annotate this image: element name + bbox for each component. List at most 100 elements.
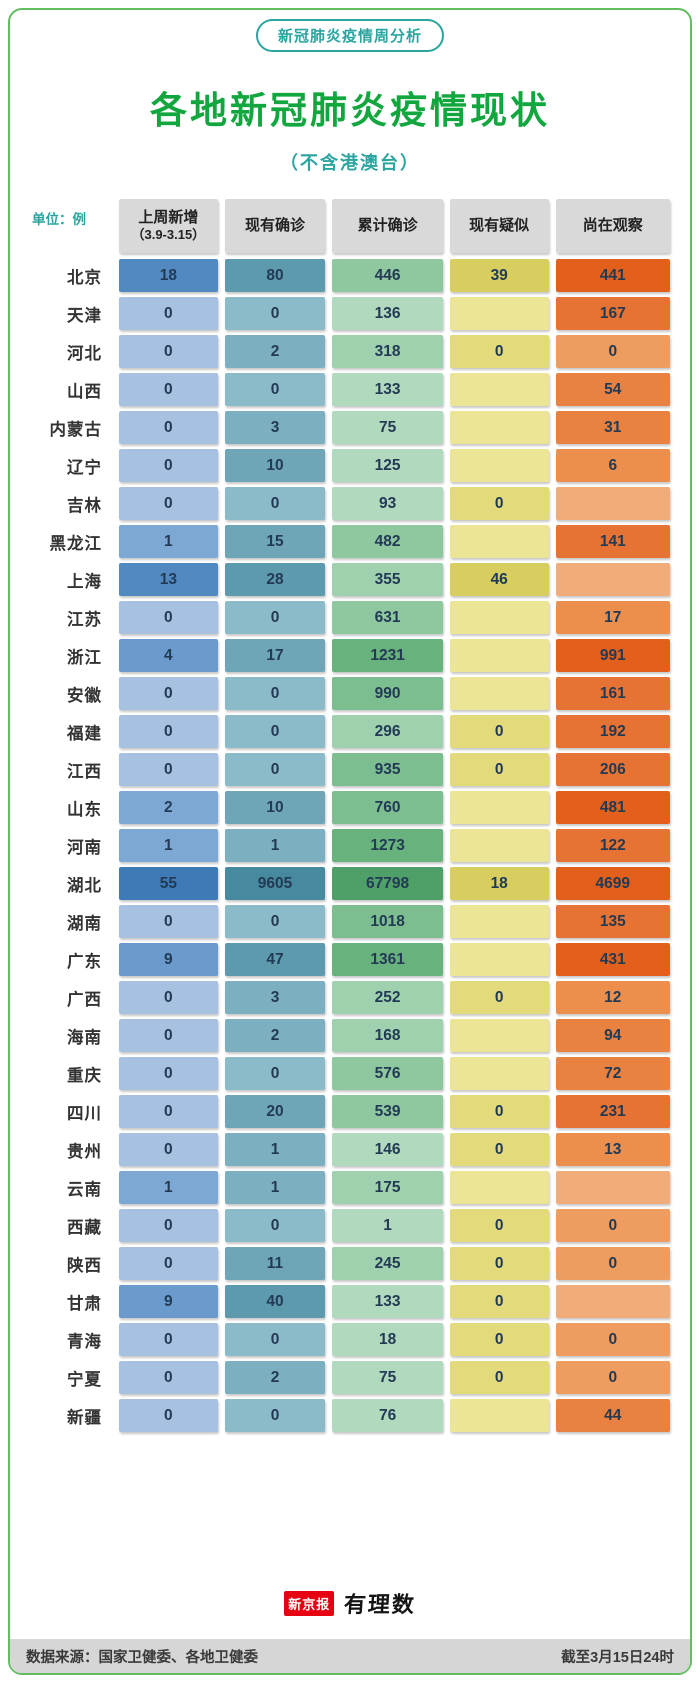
region-label: 湖北: [67, 876, 102, 895]
table-row: 海南 0 2 168 94: [32, 1019, 670, 1052]
value-cell-weekly_new: 4: [119, 639, 218, 672]
value-cell-current_confirmed: 47: [224, 943, 326, 976]
value-cell-weekly_new: 0: [119, 411, 218, 444]
value-cell-cumulative_confirmed: 1231: [332, 639, 443, 672]
region-label: 吉林: [67, 496, 102, 515]
value-cell-current_confirmed: 0: [224, 601, 326, 634]
value-cell-weekly_new: 18: [119, 259, 218, 292]
value-cell-current_suspected: [449, 677, 549, 710]
table-row: 内蒙古 0 3 75 31: [32, 411, 670, 444]
value-cell-weekly_new: 0: [119, 677, 218, 710]
value-cell-current_suspected: 0: [449, 335, 549, 368]
value-cell-weekly_new: 0: [119, 1209, 218, 1242]
table-row: 甘肃 9 40 133 0: [32, 1285, 670, 1318]
table-row: 安徽 0 0 990 161: [32, 677, 670, 710]
region-label: 安徽: [67, 686, 102, 705]
value-cell-current_confirmed: 0: [224, 1209, 326, 1242]
value-cell-under_observation: 54: [555, 373, 670, 406]
table-row: 河南 1 1 1273 122: [32, 829, 670, 862]
value-cell-current_confirmed: 0: [224, 487, 326, 520]
value-cell-current_confirmed: 10: [224, 449, 326, 482]
value-cell-current_suspected: 0: [449, 1361, 549, 1394]
value-cell-cumulative_confirmed: 146: [332, 1133, 443, 1166]
value-cell-current_suspected: 0: [449, 1285, 549, 1318]
region-label: 黑龙江: [49, 534, 102, 553]
value-cell-weekly_new: 0: [119, 373, 218, 406]
value-cell-under_observation: 161: [555, 677, 670, 710]
value-cell-cumulative_confirmed: 245: [332, 1247, 443, 1280]
value-cell-cumulative_confirmed: 75: [332, 1361, 443, 1394]
region-label: 河南: [67, 838, 102, 857]
region-label: 广东: [67, 952, 102, 971]
value-cell-current_confirmed: 20: [224, 1095, 326, 1128]
value-cell-cumulative_confirmed: 136: [332, 297, 443, 330]
table-row: 黑龙江 1 15 482 141: [32, 525, 670, 558]
value-cell-cumulative_confirmed: 1361: [332, 943, 443, 976]
value-cell-current_suspected: 0: [449, 1133, 549, 1166]
value-cell-current_confirmed: 1: [224, 1133, 326, 1166]
value-cell-under_observation: 141: [555, 525, 670, 558]
value-cell-cumulative_confirmed: 760: [332, 791, 443, 824]
value-cell-weekly_new: 0: [119, 715, 218, 748]
region-label: 上海: [67, 572, 102, 591]
value-cell-current_suspected: [449, 373, 549, 406]
value-cell-weekly_new: 0: [119, 905, 218, 938]
value-cell-weekly_new: 0: [119, 753, 218, 786]
value-cell-current_confirmed: 9605: [224, 867, 326, 900]
value-cell-weekly_new: 0: [119, 1399, 218, 1432]
value-cell-under_observation: 991: [555, 639, 670, 672]
value-cell-current_suspected: 0: [449, 1247, 549, 1280]
region-label: 江苏: [67, 610, 102, 629]
region-label: 宁夏: [67, 1370, 102, 1389]
value-cell-under_observation: 31: [555, 411, 670, 444]
value-cell-under_observation: 44: [555, 1399, 670, 1432]
value-cell-cumulative_confirmed: 631: [332, 601, 443, 634]
value-cell-cumulative_confirmed: 1: [332, 1209, 443, 1242]
region-label: 青海: [67, 1332, 102, 1351]
table-row: 广西 0 3 252 0 12: [32, 981, 670, 1014]
value-cell-current_suspected: [449, 791, 549, 824]
table-row: 山西 0 0 133 54: [32, 373, 670, 406]
table-row: 贵州 0 1 146 0 13: [32, 1133, 670, 1166]
value-cell-current_suspected: 18: [449, 867, 549, 900]
value-cell-current_suspected: 0: [449, 487, 549, 520]
value-cell-cumulative_confirmed: 75: [332, 411, 443, 444]
value-cell-cumulative_confirmed: 125: [332, 449, 443, 482]
region-label: 北京: [67, 268, 102, 287]
logo-xinjingbao: 新京报: [284, 1590, 335, 1616]
region-label: 甘肃: [67, 1294, 102, 1313]
value-cell-cumulative_confirmed: 175: [332, 1171, 443, 1204]
table-row: 吉林 0 0 93 0: [32, 487, 670, 520]
value-cell-weekly_new: 0: [119, 1247, 218, 1280]
value-cell-current_suspected: 39: [449, 259, 549, 292]
value-cell-cumulative_confirmed: 935: [332, 753, 443, 786]
logo-youlishu: 有理数: [342, 1592, 417, 1617]
value-cell-current_confirmed: 80: [224, 259, 326, 292]
value-cell-under_observation: 94: [555, 1019, 670, 1052]
value-cell-current_suspected: [449, 905, 549, 938]
table-row: 青海 0 0 18 0 0: [32, 1323, 670, 1356]
value-cell-under_observation: 13: [555, 1133, 670, 1166]
table-row: 宁夏 0 2 75 0 0: [32, 1361, 670, 1394]
value-cell-under_observation: 431: [555, 943, 670, 976]
value-cell-current_confirmed: 0: [224, 297, 326, 330]
value-cell-under_observation: 0: [555, 1361, 670, 1394]
table-row: 北京 18 80 446 39 441: [32, 259, 670, 292]
table-row: 江苏 0 0 631 17: [32, 601, 670, 634]
value-cell-cumulative_confirmed: 539: [332, 1095, 443, 1128]
value-cell-current_confirmed: 0: [224, 1323, 326, 1356]
value-cell-under_observation: 231: [555, 1095, 670, 1128]
value-cell-cumulative_confirmed: 133: [332, 373, 443, 406]
value-cell-under_observation: 481: [555, 791, 670, 824]
value-cell-under_observation: [555, 1171, 670, 1204]
value-cell-under_observation: [555, 487, 670, 520]
decorative-border-frame: 新冠肺炎疫情周分析 各地新冠肺炎疫情现状 （不含港澳台） 单位：例 上周新增 （3…: [8, 8, 692, 1675]
value-cell-current_suspected: 0: [449, 981, 549, 1014]
value-cell-under_observation: 441: [555, 259, 670, 292]
table-row: 浙江 4 17 1231 991: [32, 639, 670, 672]
data-cutoff-text: 截至3月15日24时: [561, 1649, 674, 1666]
region-label: 云南: [67, 1180, 102, 1199]
table-row: 上海 13 28 355 46: [32, 563, 670, 596]
value-cell-current_suspected: 0: [449, 1323, 549, 1356]
